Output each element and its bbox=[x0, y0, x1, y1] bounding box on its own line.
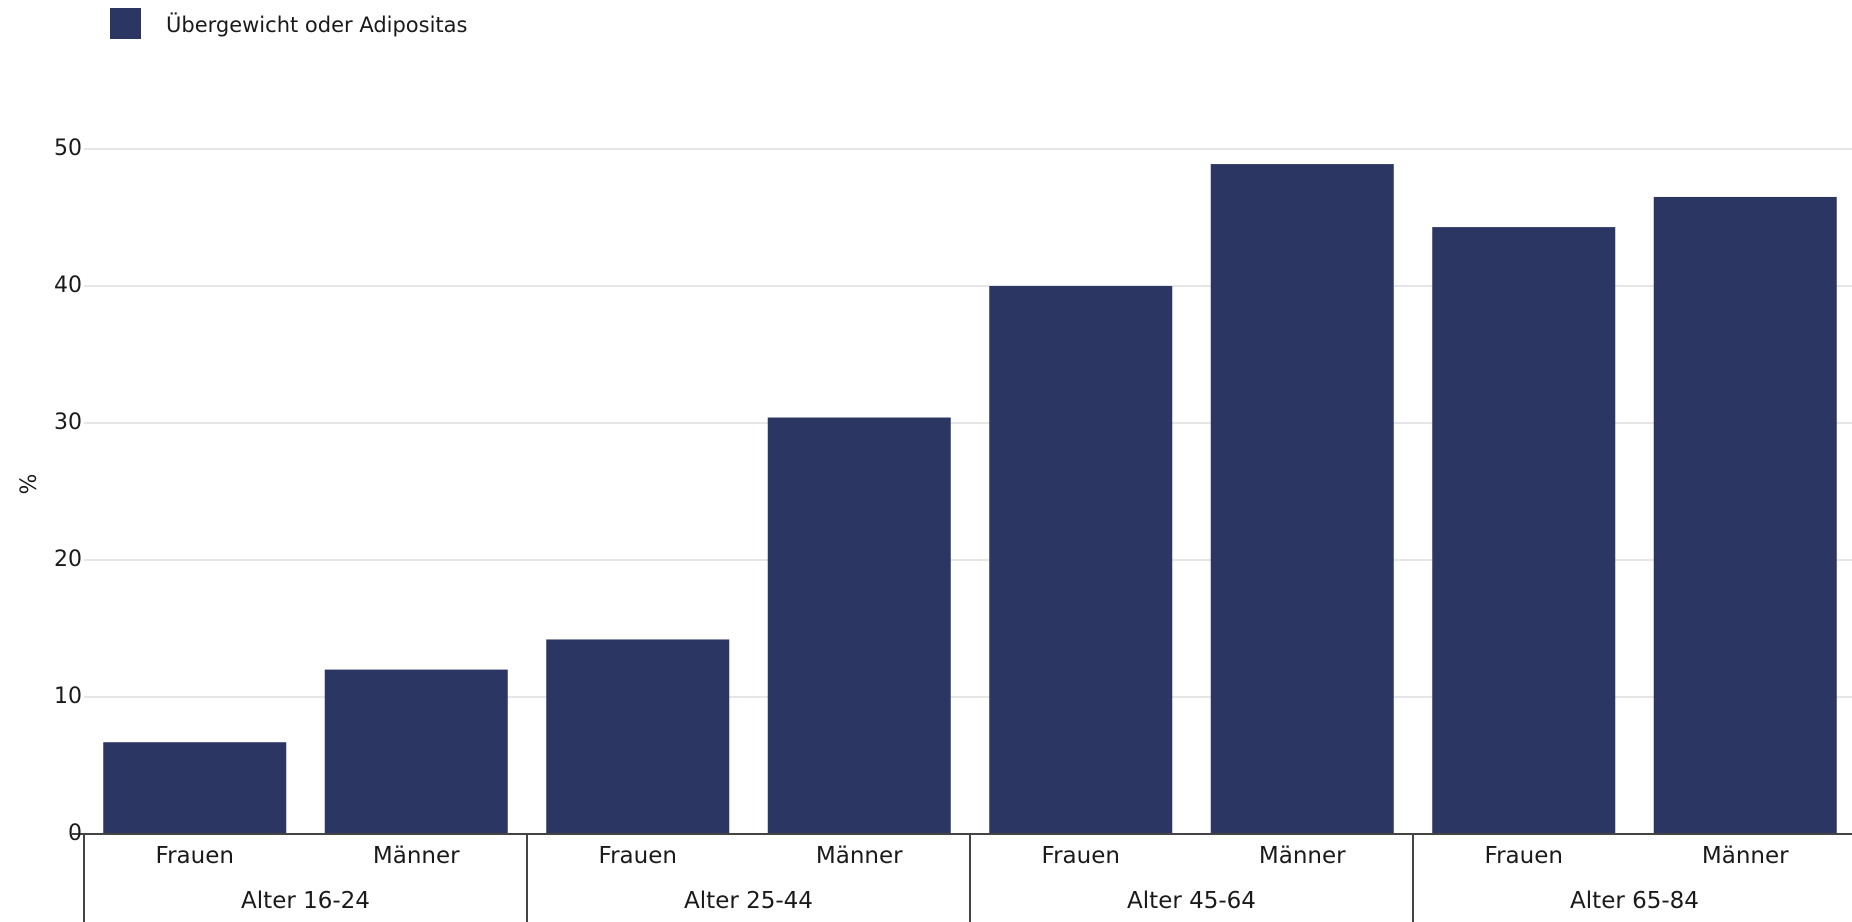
bar[interactable] bbox=[324, 669, 508, 834]
x-group-label: Alter 16-24 bbox=[241, 888, 370, 914]
bar[interactable] bbox=[989, 286, 1173, 834]
x-category-label: Männer bbox=[1702, 843, 1789, 869]
x-category-label: Männer bbox=[373, 843, 460, 869]
bar[interactable] bbox=[1210, 164, 1394, 834]
x-group-label: Alter 25-44 bbox=[684, 888, 813, 914]
y-tick-label: 20 bbox=[54, 547, 82, 572]
bar[interactable] bbox=[767, 417, 951, 834]
x-group-label: Alter 65-84 bbox=[1570, 888, 1699, 914]
x-group-labels: Alter 16-24 Alter 25-44 Alter 45-64 Alter 6… bbox=[241, 888, 1699, 914]
x-group-label: Alter 45-64 bbox=[1127, 888, 1256, 914]
legend-swatch bbox=[110, 8, 141, 39]
y-axis-label: % bbox=[17, 474, 42, 495]
x-category-label: Männer bbox=[816, 843, 903, 869]
bar[interactable] bbox=[1432, 227, 1616, 835]
legend[interactable]: Übergewicht oder Adipositas bbox=[110, 8, 467, 39]
y-tick-label: 40 bbox=[54, 273, 82, 298]
y-tick-label: 30 bbox=[54, 410, 82, 435]
x-category-label: Frauen bbox=[156, 843, 234, 869]
y-tick-labels: 0 10 20 30 40 50 bbox=[54, 136, 82, 846]
y-tick-label: 50 bbox=[54, 136, 82, 161]
x-category-label: Frauen bbox=[1485, 843, 1563, 869]
bar[interactable] bbox=[1653, 196, 1837, 834]
bars bbox=[103, 164, 1837, 835]
bar[interactable] bbox=[103, 742, 287, 834]
x-category-label: Frauen bbox=[599, 843, 677, 869]
legend-entry: Übergewicht oder Adipositas bbox=[166, 12, 467, 37]
y-tick-label: 0 bbox=[68, 821, 82, 846]
x-category-label: Frauen bbox=[1042, 843, 1120, 869]
axes bbox=[72, 833, 1852, 922]
x-category-labels: Frauen Männer Frauen Männer Frauen Männer Frau… bbox=[156, 843, 1790, 869]
x-category-label: Männer bbox=[1259, 843, 1346, 869]
bar[interactable] bbox=[546, 639, 730, 834]
y-tick-label: 10 bbox=[54, 684, 82, 709]
